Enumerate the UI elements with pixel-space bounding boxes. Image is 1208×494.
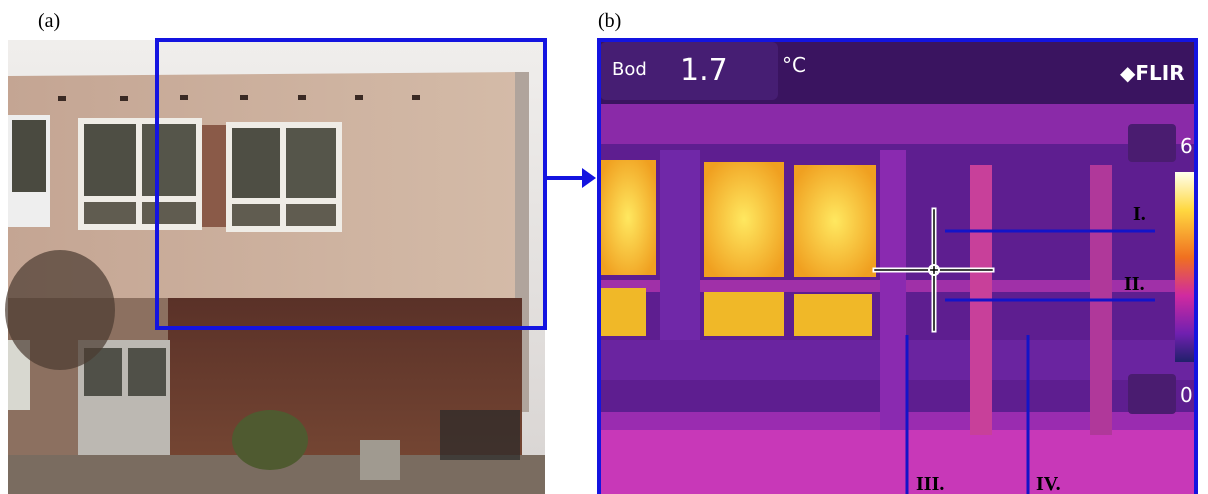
readout-name: Bod: [612, 59, 647, 80]
panel-label: (b): [598, 10, 621, 32]
marker-label: III.: [916, 473, 944, 494]
readout-value: 1.7: [680, 53, 728, 88]
marker-label: II.: [1124, 273, 1145, 295]
arrow-head: [582, 168, 596, 188]
marker-label: IV.: [1036, 473, 1061, 494]
marker-label: I.: [1133, 203, 1146, 225]
brand: ◆FLIR: [1120, 61, 1185, 85]
panel-label: (a): [38, 10, 60, 32]
scale-max: 6: [1180, 134, 1193, 158]
photo: [5, 40, 545, 494]
thermal-image: [597, 38, 1198, 494]
readout-unit: °C: [782, 53, 806, 77]
scale-min: 0: [1180, 383, 1193, 407]
figure: (a) (b): [0, 0, 1208, 494]
brand-text: FLIR: [1135, 61, 1184, 85]
